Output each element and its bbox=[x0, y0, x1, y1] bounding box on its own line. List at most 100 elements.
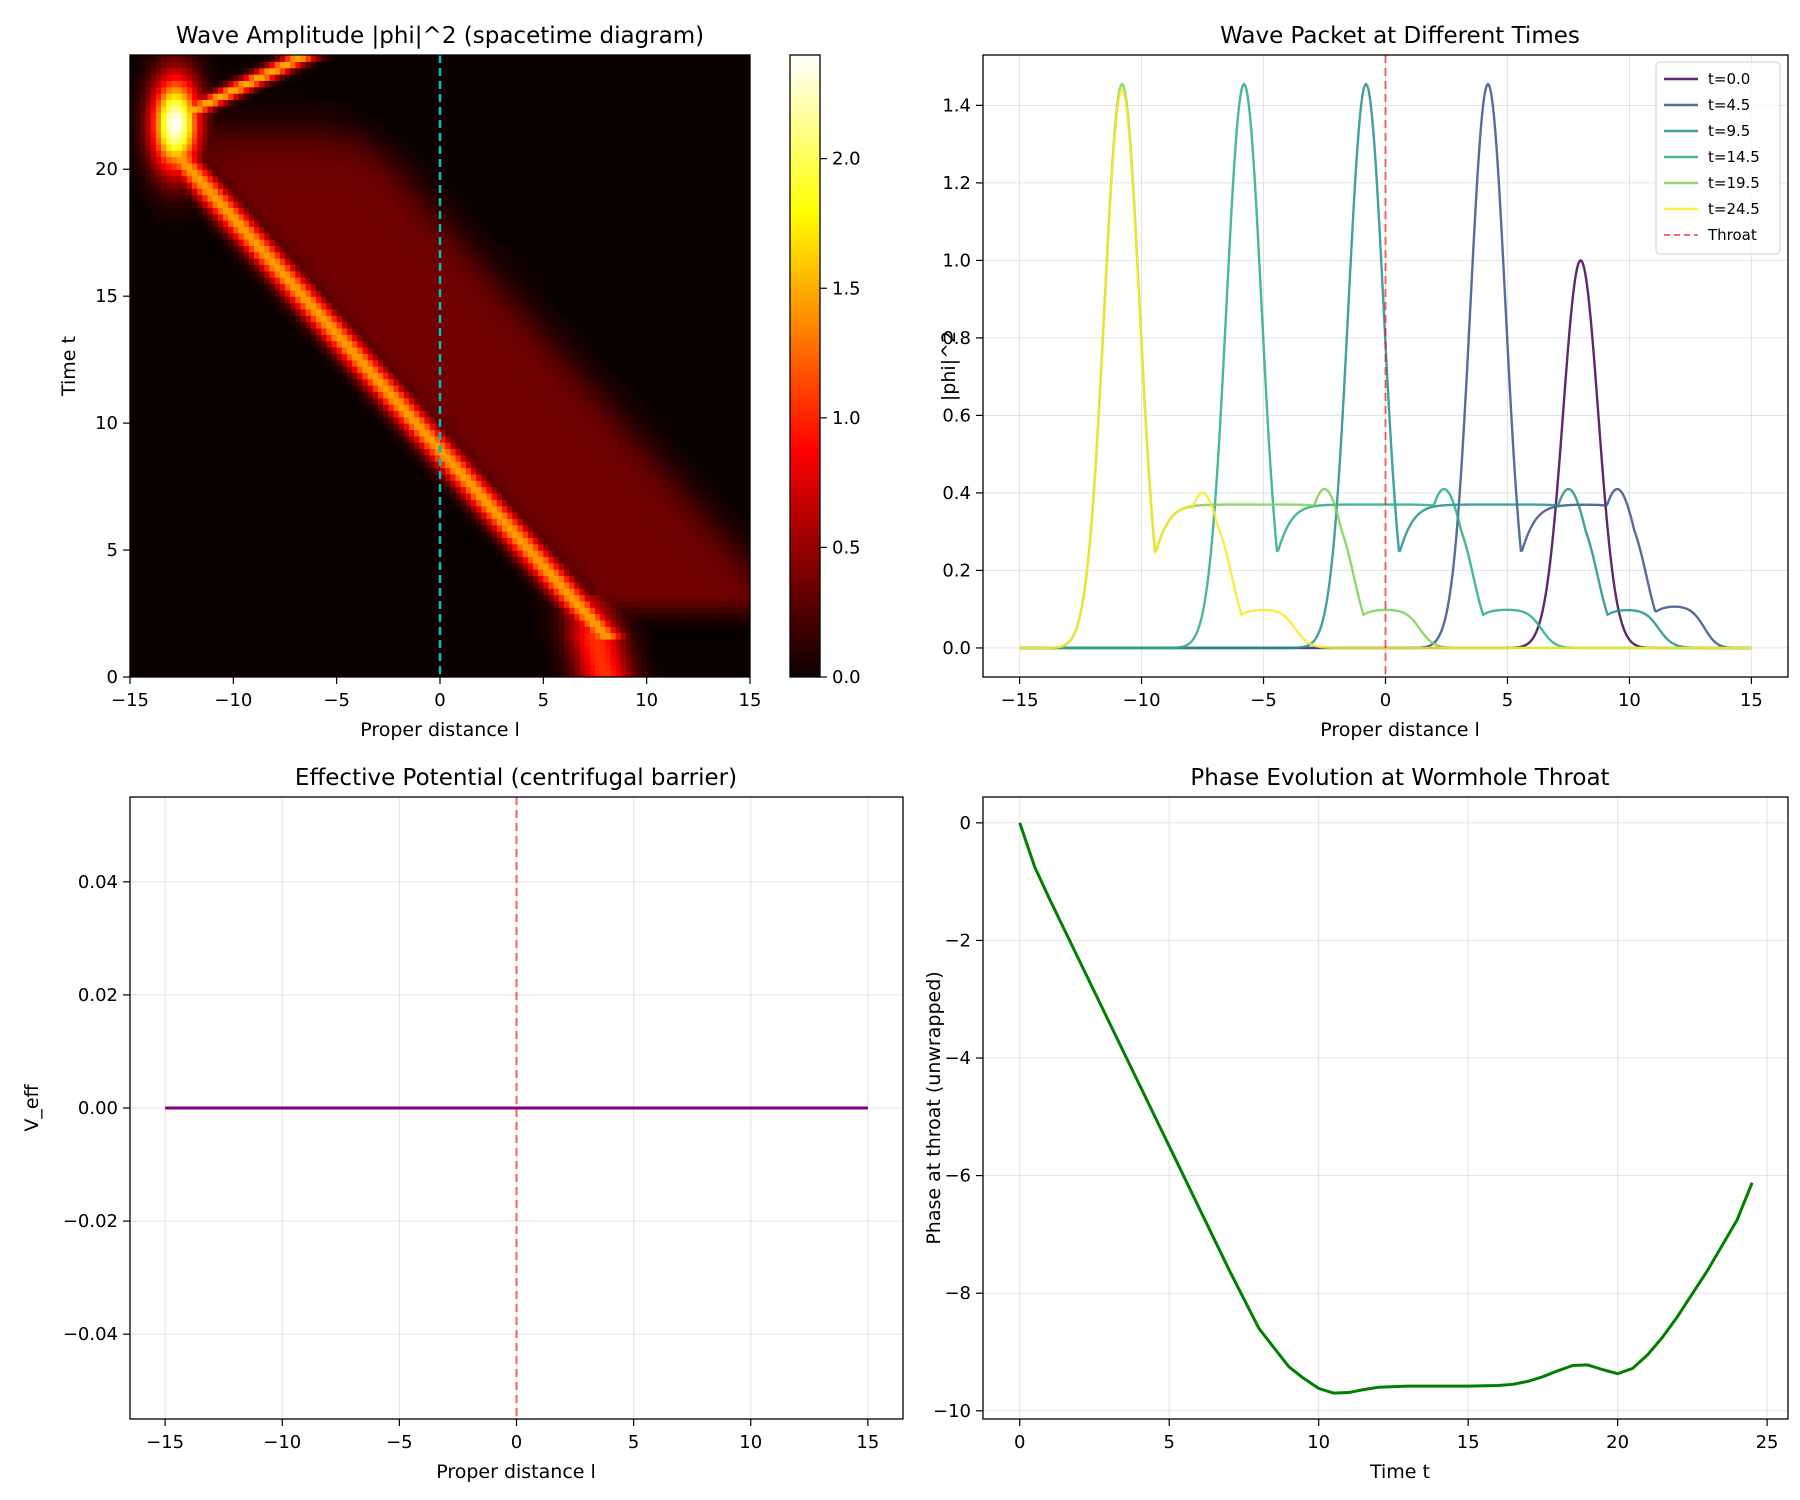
heatmap-cell bbox=[357, 251, 364, 259]
heatmap-cell bbox=[719, 518, 725, 526]
heatmap-cell bbox=[186, 143, 193, 151]
colorbar-gradient bbox=[790, 55, 820, 677]
heatmap-cell bbox=[682, 499, 689, 507]
heatmap-cell bbox=[445, 327, 451, 335]
heatmap-cell bbox=[372, 188, 379, 196]
heatmap-cell bbox=[331, 175, 338, 183]
heatmap-cell bbox=[362, 366, 369, 373]
heatmap-cell bbox=[331, 169, 338, 177]
heatmap-cell bbox=[538, 569, 544, 577]
heatmap-cell bbox=[584, 454, 591, 462]
heatmap-cell bbox=[481, 308, 488, 316]
heatmap-cell bbox=[605, 454, 612, 462]
heatmap-cell bbox=[558, 569, 565, 577]
heatmap-cell bbox=[440, 283, 446, 291]
heatmap-cell bbox=[362, 207, 369, 215]
heatmap-cell bbox=[682, 556, 689, 564]
x-tick-label: 0 bbox=[434, 690, 445, 711]
heatmap-cell bbox=[693, 588, 699, 596]
heatmap-cell bbox=[450, 245, 457, 253]
heatmap-cell bbox=[145, 93, 152, 101]
heatmap-cell bbox=[460, 296, 467, 304]
heatmap-cell bbox=[409, 277, 415, 285]
heatmap-cell bbox=[155, 194, 162, 202]
heatmap-cell bbox=[207, 112, 214, 120]
heatmap-cell bbox=[305, 112, 312, 120]
heatmap-cell bbox=[445, 423, 451, 431]
heatmap-cell bbox=[223, 232, 229, 240]
heatmap-cell bbox=[331, 289, 338, 297]
heatmap-cell bbox=[331, 264, 338, 272]
heatmap-cell bbox=[388, 239, 395, 247]
heatmap-cell bbox=[331, 137, 338, 145]
heatmap-cell bbox=[486, 359, 493, 367]
heatmap-cell bbox=[564, 327, 570, 335]
heatmap-cell bbox=[543, 385, 550, 392]
heatmap-cell bbox=[620, 480, 627, 488]
heatmap-cell bbox=[331, 162, 338, 170]
heatmap-cell bbox=[192, 169, 198, 177]
heatmap-cell bbox=[326, 226, 333, 234]
heatmap-cell bbox=[295, 207, 302, 215]
heatmap-cell bbox=[316, 334, 322, 342]
heatmap-cell bbox=[641, 588, 648, 596]
heatmap-cell bbox=[651, 499, 658, 507]
heatmap-cell bbox=[589, 543, 596, 551]
heatmap-cell bbox=[212, 137, 219, 145]
heatmap-cell bbox=[491, 366, 498, 373]
heatmap-cell bbox=[522, 473, 529, 481]
heatmap-cell bbox=[724, 613, 730, 621]
heatmap-cell bbox=[176, 188, 183, 196]
heatmap-cell bbox=[352, 150, 358, 158]
heatmap-cell bbox=[300, 289, 307, 297]
heatmap-cell bbox=[481, 518, 488, 526]
heatmap-cell bbox=[677, 454, 684, 462]
heatmap-cell bbox=[600, 670, 606, 677]
heatmap-cell bbox=[450, 308, 457, 316]
heatmap-cell bbox=[393, 429, 400, 437]
heatmap-cell bbox=[589, 359, 596, 367]
heatmap-cell bbox=[595, 588, 601, 596]
heatmap-cell bbox=[336, 112, 343, 120]
heatmap-cell bbox=[217, 143, 224, 151]
heatmap-cell bbox=[347, 169, 353, 177]
heatmap-cell bbox=[517, 410, 524, 418]
heatmap-cell bbox=[569, 353, 575, 361]
heatmap-cell bbox=[574, 581, 581, 589]
heatmap-cell bbox=[693, 607, 699, 615]
heatmap-cell bbox=[744, 556, 750, 564]
heatmap-cell bbox=[646, 518, 653, 526]
heatmap-cell bbox=[450, 353, 457, 361]
heatmap-cell bbox=[491, 245, 498, 253]
heatmap-cell bbox=[553, 651, 560, 659]
heatmap-cell bbox=[636, 505, 643, 513]
heatmap-cell bbox=[336, 372, 343, 380]
heatmap-cell bbox=[574, 594, 581, 602]
heatmap-cell bbox=[533, 473, 539, 481]
heatmap-cell bbox=[662, 550, 668, 558]
heatmap-cell bbox=[564, 346, 570, 354]
heatmap-cell bbox=[465, 505, 472, 513]
heatmap-cell bbox=[677, 531, 684, 538]
heatmap-cell bbox=[254, 251, 260, 259]
heatmap-cell bbox=[192, 150, 198, 158]
heatmap-cell bbox=[595, 391, 601, 399]
heatmap-cell bbox=[269, 67, 276, 75]
heatmap-cell bbox=[610, 385, 617, 392]
heatmap-cell bbox=[357, 327, 364, 335]
heatmap-cell bbox=[290, 156, 296, 164]
heatmap-cell bbox=[300, 334, 307, 342]
heatmap-cell bbox=[502, 524, 508, 532]
heatmap-cell bbox=[471, 283, 477, 291]
heatmap-cell bbox=[155, 67, 162, 75]
heatmap-cell bbox=[393, 277, 400, 285]
heatmap-cell bbox=[310, 194, 317, 202]
heatmap-cell bbox=[414, 277, 420, 285]
heatmap-cell bbox=[677, 607, 684, 615]
legend-label: t=4.5 bbox=[1708, 96, 1750, 114]
heatmap-cell bbox=[367, 200, 374, 208]
heatmap-cell bbox=[393, 258, 400, 266]
heatmap-cell bbox=[507, 505, 513, 513]
heatmap-cell bbox=[667, 594, 674, 602]
heatmap-cell bbox=[620, 385, 627, 392]
